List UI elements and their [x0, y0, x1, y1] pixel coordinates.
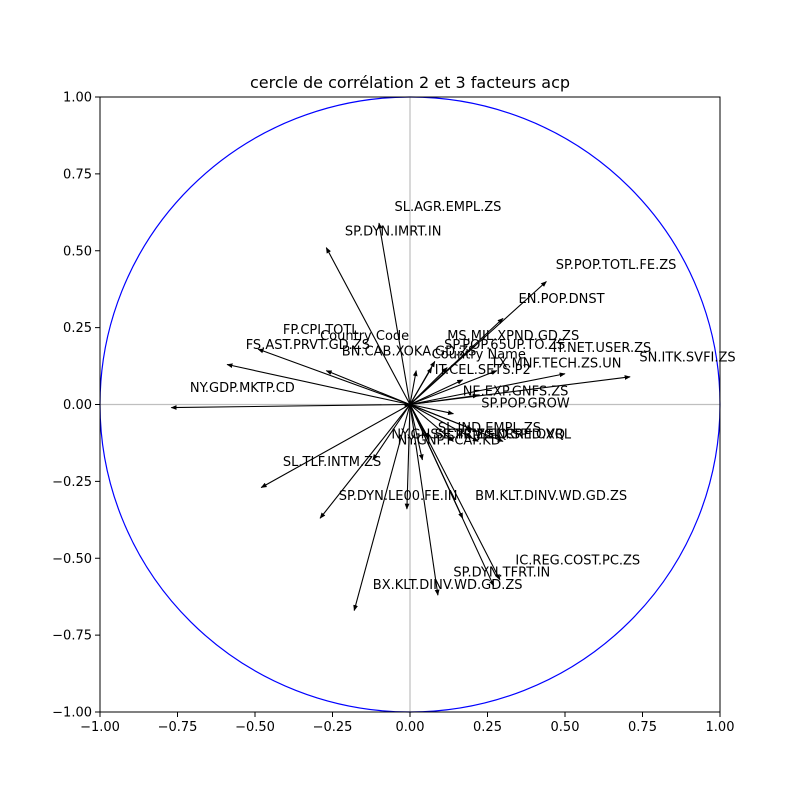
arrow-label-sp-pop-grow: SP.POP.GROW	[481, 397, 570, 412]
arrow-ny-gnp-pcap-kd	[409, 404, 424, 461]
y-tick-label: 0.75	[63, 167, 92, 182]
arrow-label-se-prm-enrr: SE.PRM.ENRR	[435, 427, 524, 442]
y-tick-label: −1.00	[52, 706, 92, 721]
arrow-label-ic-lgl-cred-xq: IC.LGL.CRED.XQ	[460, 427, 565, 442]
arrow-label-ic-reg-cost-pc-zs: IC.REG.COST.PC.ZS	[515, 553, 640, 568]
arrow-bx-klt-dinv-wd-gd-zs	[409, 404, 440, 596]
x-tick-label: −0.50	[235, 720, 275, 735]
x-tick-label: −0.25	[313, 720, 353, 735]
x-tick-label: −0.75	[158, 720, 198, 735]
arrow-tx-mnf-tech-zs-un	[409, 370, 498, 406]
arrow-sp-dyn-imrt-in	[325, 247, 411, 405]
arrow-sp-dyn-tfrt-in	[409, 404, 495, 587]
arrow-label-sp-dyn-le00-fe-in: SP.DYN.LE00.FE.IN	[339, 489, 458, 504]
y-tick-label: 0.50	[63, 244, 92, 259]
arrow-label-en-pop-dnst: EN.POP.DNST	[519, 292, 605, 307]
arrow-unlabeled-33	[404, 404, 411, 510]
arrow-label-ny-gdp-mktp-cd: NY.GDP.MKTP.CD	[190, 381, 295, 396]
arrow-sp-pop-grow	[409, 403, 454, 415]
arrow-label-bn-cab-xoka-gd-zs: BN.CAB.XOKA.GD.ZS	[342, 344, 477, 359]
arrow-country-name	[409, 367, 433, 405]
arrow-sp-pop-65up-to-zs	[409, 367, 448, 405]
arrow-en-pop-dnst	[409, 317, 504, 405]
arrow-label-it-net-user-zs: IT.NET.USER.ZS	[553, 341, 652, 356]
x-tick-label: 1.00	[706, 720, 735, 735]
x-tick-label: −1.00	[80, 720, 120, 735]
chart-title: cercle de corrélation 2 et 3 facteurs ac…	[250, 73, 570, 92]
arrow-label-sl-ind-empl-zs: SL.IND.EMPL.ZS	[438, 421, 541, 436]
arrow-label-sl-tlf-intm-zs: SL.TLF.INTM.ZS	[283, 455, 381, 470]
arrow-label-tx-mnf-tech-zs-un: TX.MNF.TECH.ZS.UN	[490, 357, 622, 372]
arrow-label-sp-dyn-tfrt-in: SP.DYN.TFRT.IN	[453, 566, 550, 581]
arrow-ic-lgl-cred-xq	[409, 404, 479, 442]
arrow-label-fp-cpi-totl: FP.CPI.TOTL	[283, 323, 359, 338]
y-tick-label: 0.00	[63, 398, 92, 413]
arrow-label-sp-pop-65up-to-zs: SP.POP.65UP.TO.ZS	[444, 338, 565, 353]
arrow-unlabeled-32	[372, 404, 411, 461]
arrow-label-bm-klt-dinv-wd-gd-zs: BM.KLT.DINV.WD.GD.ZS	[475, 489, 627, 504]
arrow-label-fs-ast-prvt-gd-zs: FS.AST.PRVT.GD.ZS	[246, 338, 370, 353]
x-tick-label: 0.00	[396, 720, 425, 735]
arrow-it-cel-sets-p2	[409, 379, 464, 405]
arrow-ny-gdp-mktp-cd	[226, 363, 411, 406]
arrow-label-iq-spi-ovrl: IQ.SPI.OVRL	[494, 427, 572, 442]
arrow-se-prm-enrr	[409, 404, 454, 442]
y-tick-label: 1.00	[63, 91, 92, 106]
y-tick-label: −0.50	[52, 552, 92, 567]
y-tick-label: −0.25	[52, 475, 92, 490]
arrow-label-ny-gns-ictr-zs: NY.GNS.ICTR.ZS	[391, 427, 493, 442]
arrow-unlabeled-18	[170, 403, 411, 410]
y-tick-label: 0.25	[63, 321, 92, 336]
arrow-ne-exp-gnfs-zs	[409, 393, 479, 406]
arrow-ic-reg-cost-pc-zs	[409, 404, 501, 581]
x-tick-label: 0.75	[628, 720, 657, 735]
arrow-label-sp-pop-totl-fe-zs: SP.POP.TOTL.FE.ZS	[556, 258, 677, 273]
y-tick-label: −0.75	[52, 629, 92, 644]
arrow-sl-agr-empl-zs	[377, 222, 411, 405]
arrow-sl-tlf-intm-zs	[260, 404, 411, 489]
arrow-label-sp-dyn-imrt-in: SP.DYN.IMRT.IN	[345, 224, 442, 239]
arrow-label-ms-mil-xpnd-gd-zs: MS.MIL.XPND.GD.ZS	[447, 329, 579, 344]
arrow-label-bx-klt-dinv-wd-gd-zs: BX.KLT.DINV.WD.GD.ZS	[373, 578, 523, 593]
arrow-label-country-code: Country Code	[320, 329, 409, 344]
arrow-label-country-name: Country Name	[432, 347, 526, 362]
arrow-it-net-user-zs	[409, 372, 566, 406]
arrow-fs-ast-prvt-gd-zs	[257, 348, 411, 406]
arrow-iq-spi-ovrl	[409, 403, 504, 442]
arrow-bn-cab-xoka-gd-zs	[409, 370, 418, 405]
arrow-sp-dyn-le00-fe-in	[319, 404, 411, 519]
arrow-unlabeled-31	[353, 404, 411, 612]
x-tick-label: 0.25	[473, 720, 502, 735]
arrow-label-it-cel-sets-p2: IT.CEL.SETS.P2	[435, 363, 531, 378]
arrow-label-sn-itk-svfi-zs: SN.ITK.SVFI.ZS	[639, 350, 735, 365]
plot-area: SL.AGR.EMPL.ZS SP.DYN.IMRT.IN SP.POP.TOTL.…	[52, 91, 736, 736]
x-tick-label: 0.50	[551, 720, 580, 735]
arrow-label-ne-exp-gnfs-zs: NE.EXP.GNFS.ZS	[463, 384, 569, 399]
arrow-label-ny-gnp-pcap-kd: NY.GNP.PCAP.KD	[398, 433, 501, 448]
arrow-label-sl-agr-empl-zs: SL.AGR.EMPL.ZS	[395, 200, 502, 215]
